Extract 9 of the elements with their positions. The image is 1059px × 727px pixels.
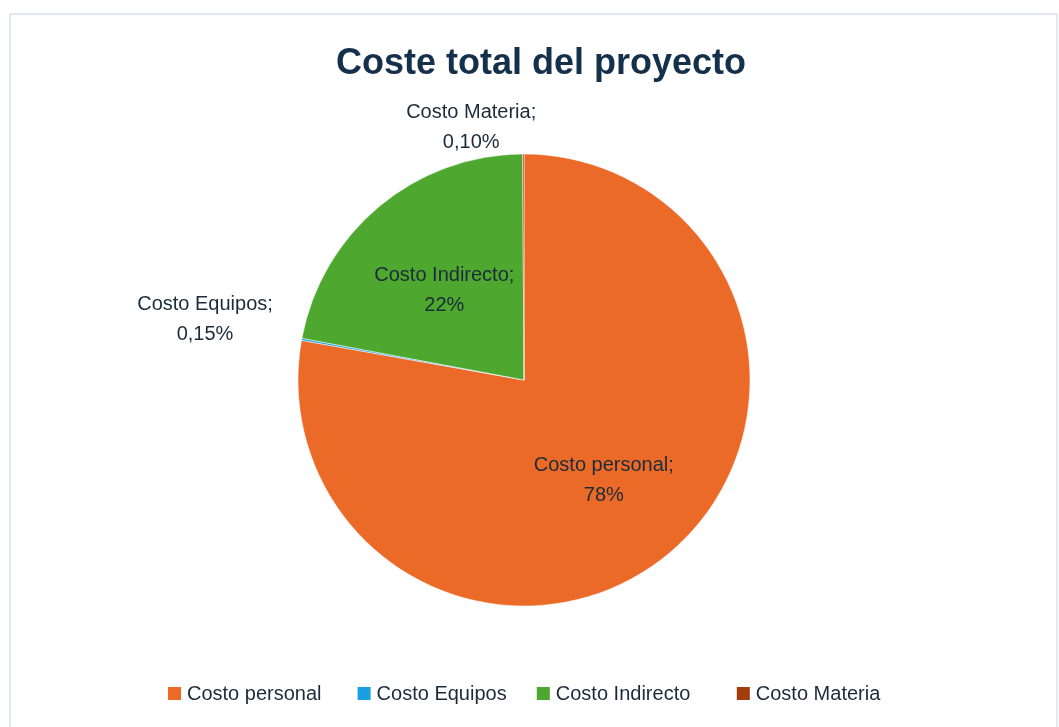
data-label: Costo Equipos; 0,15% bbox=[137, 292, 273, 345]
legend-label: Costo Equipos bbox=[376, 682, 507, 704]
data-label: Costo Indirecto; 22% bbox=[374, 262, 515, 315]
data-label: Costo personal; 78% bbox=[533, 453, 674, 506]
legend-label: Costo Materia bbox=[755, 682, 882, 704]
chart-title: Coste total del proyecto bbox=[335, 41, 747, 82]
legend-label: Costo personal bbox=[187, 682, 322, 704]
data-label: Costo Materia; 0,10% bbox=[406, 99, 537, 152]
legend-label: Costo Indirecto bbox=[555, 682, 691, 704]
